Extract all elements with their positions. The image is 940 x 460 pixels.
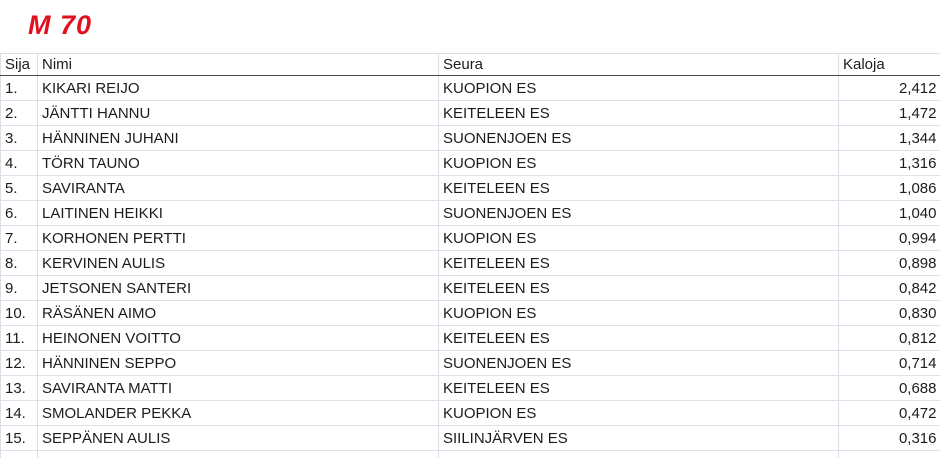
table-body: 1. KIKARI REIJO KUOPION ES 2,412 2. JÄNT… <box>0 75 940 451</box>
name-cell: KORHONEN PERTTI <box>37 225 439 251</box>
table-header-row: Sija Nimi Seura Kaloja <box>0 53 940 76</box>
rank-cell: 13. <box>0 375 38 401</box>
name-cell: HEINONEN VOITTO <box>37 325 439 351</box>
club-cell: KUOPION ES <box>438 225 839 251</box>
table-row: 14. SMOLANDER PEKKA KUOPION ES 0,472 <box>0 400 940 426</box>
catch-cell: 1,344 <box>838 125 940 151</box>
club-cell: KEITELEEN ES <box>438 100 839 126</box>
catch-cell: 0,714 <box>838 350 940 376</box>
column-header-sija: Sija <box>0 53 38 76</box>
club-cell: SUONENJOEN ES <box>438 350 839 376</box>
table-row: 4. TÖRN TAUNO KUOPION ES 1,316 <box>0 150 940 176</box>
table-row: 8. KERVINEN AULIS KEITELEEN ES 0,898 <box>0 250 940 276</box>
catch-cell: 2,412 <box>838 75 940 101</box>
rank-cell: 5. <box>0 175 38 201</box>
club-cell: SIILINJÄRVEN ES <box>438 425 839 451</box>
table-row: 1. KIKARI REIJO KUOPION ES 2,412 <box>0 75 940 101</box>
table-row: 13. SAVIRANTA MATTI KEITELEEN ES 0,688 <box>0 375 940 401</box>
column-header-nimi: Nimi <box>37 53 439 76</box>
rank-cell: 15. <box>0 425 38 451</box>
club-cell: KUOPION ES <box>438 400 839 426</box>
club-cell: SUONENJOEN ES <box>438 200 839 226</box>
club-cell: KEITELEEN ES <box>438 275 839 301</box>
table-row: 6. LAITINEN HEIKKI SUONENJOEN ES 1,040 <box>0 200 940 226</box>
name-cell: JETSONEN SANTERI <box>37 275 439 301</box>
name-cell: SEPPÄNEN AULIS <box>37 425 439 451</box>
rank-cell: 4. <box>0 150 38 176</box>
table-row: 15. SEPPÄNEN AULIS SIILINJÄRVEN ES 0,316 <box>0 425 940 451</box>
rank-cell <box>0 450 38 458</box>
club-cell: KEITELEEN ES <box>438 175 839 201</box>
name-cell: SAVIRANTA MATTI <box>37 375 439 401</box>
club-cell: KEITELEEN ES <box>438 325 839 351</box>
catch-cell: 1,040 <box>838 200 940 226</box>
club-cell: KUOPION ES <box>438 300 839 326</box>
rank-cell: 1. <box>0 75 38 101</box>
table-row: 12. HÄNNINEN SEPPO SUONENJOEN ES 0,714 <box>0 350 940 376</box>
table-row: 3. HÄNNINEN JUHANI SUONENJOEN ES 1,344 <box>0 125 940 151</box>
catch-cell: 0,688 <box>838 375 940 401</box>
rank-cell: 12. <box>0 350 38 376</box>
catch-cell: 1,086 <box>838 175 940 201</box>
column-header-kaloja: Kaloja <box>838 53 940 76</box>
catch-cell: 0,898 <box>838 250 940 276</box>
club-cell: KUOPION ES <box>438 75 839 101</box>
catch-cell: 0,842 <box>838 275 940 301</box>
name-cell: JÄNTTI HANNU <box>37 100 439 126</box>
catch-cell: 0,316 <box>838 425 940 451</box>
name-cell: SAVIRANTA <box>37 175 439 201</box>
rank-cell: 9. <box>0 275 38 301</box>
table-row: 5. SAVIRANTA KEITELEEN ES 1,086 <box>0 175 940 201</box>
name-cell: KERVINEN AULIS <box>37 250 439 276</box>
empty-partial-row <box>0 450 940 458</box>
catch-cell: 0,994 <box>838 225 940 251</box>
rank-cell: 8. <box>0 250 38 276</box>
club-cell: KEITELEEN ES <box>438 375 839 401</box>
name-cell: RÄSÄNEN AIMO <box>37 300 439 326</box>
name-cell: HÄNNINEN JUHANI <box>37 125 439 151</box>
table-row: 9. JETSONEN SANTERI KEITELEEN ES 0,842 <box>0 275 940 301</box>
table-row: 10. RÄSÄNEN AIMO KUOPION ES 0,830 <box>0 300 940 326</box>
name-cell: KIKARI REIJO <box>37 75 439 101</box>
rank-cell: 11. <box>0 325 38 351</box>
club-cell <box>438 450 839 458</box>
club-cell: KUOPION ES <box>438 150 839 176</box>
club-cell: KEITELEEN ES <box>438 250 839 276</box>
name-cell: TÖRN TAUNO <box>37 150 439 176</box>
rank-cell: 10. <box>0 300 38 326</box>
results-table-container: Sija Nimi Seura Kaloja 1. KIKARI REIJO K… <box>0 53 940 458</box>
rank-cell: 14. <box>0 400 38 426</box>
catch-cell <box>838 450 940 458</box>
name-cell <box>37 450 439 458</box>
name-cell: SMOLANDER PEKKA <box>37 400 439 426</box>
table-row: 11. HEINONEN VOITTO KEITELEEN ES 0,812 <box>0 325 940 351</box>
rank-cell: 6. <box>0 200 38 226</box>
page-title: M 70 <box>28 10 93 40</box>
rank-cell: 2. <box>0 100 38 126</box>
catch-cell: 0,812 <box>838 325 940 351</box>
table-row: 2. JÄNTTI HANNU KEITELEEN ES 1,472 <box>0 100 940 126</box>
results-table: Sija Nimi Seura Kaloja 1. KIKARI REIJO K… <box>0 53 940 458</box>
table-row: 7. KORHONEN PERTTI KUOPION ES 0,994 <box>0 225 940 251</box>
catch-cell: 0,830 <box>838 300 940 326</box>
catch-cell: 0,472 <box>838 400 940 426</box>
club-cell: SUONENJOEN ES <box>438 125 839 151</box>
column-header-seura: Seura <box>438 53 839 76</box>
name-cell: HÄNNINEN SEPPO <box>37 350 439 376</box>
catch-cell: 1,472 <box>838 100 940 126</box>
catch-cell: 1,316 <box>838 150 940 176</box>
rank-cell: 3. <box>0 125 38 151</box>
name-cell: LAITINEN HEIKKI <box>37 200 439 226</box>
rank-cell: 7. <box>0 225 38 251</box>
